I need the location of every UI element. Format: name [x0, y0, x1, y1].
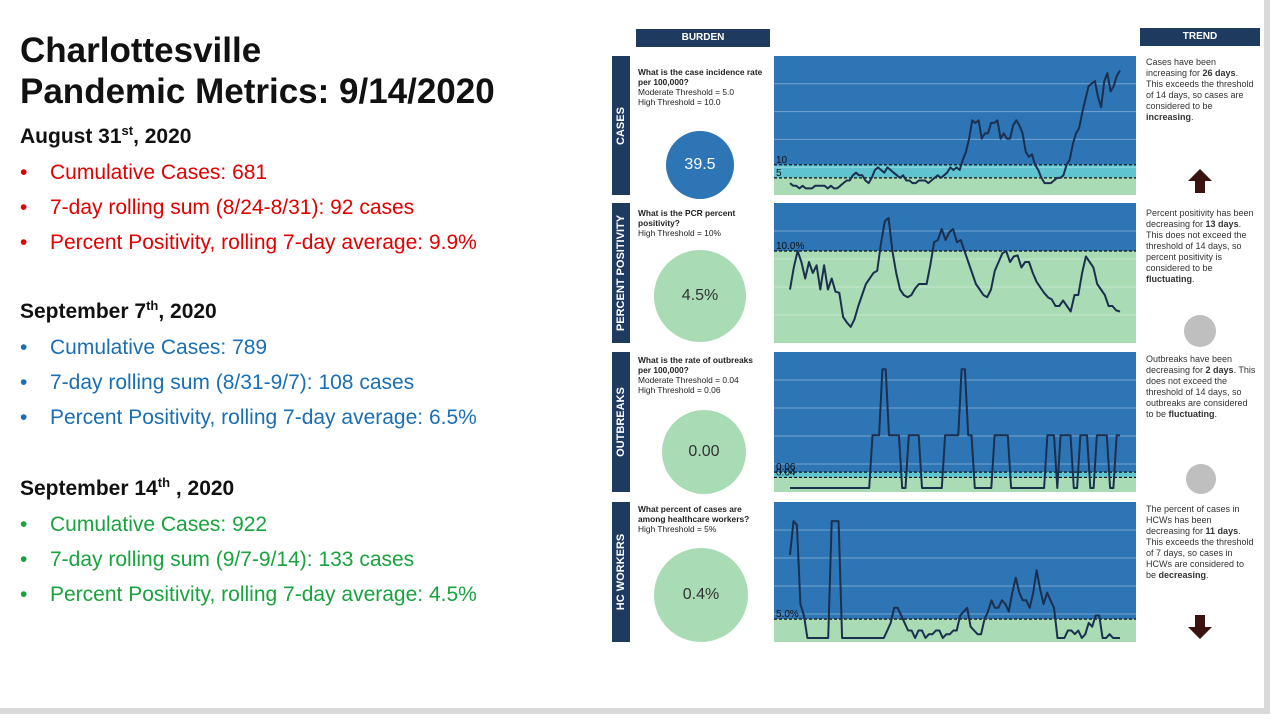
trend-text-hc-workers: The percent of cases in HCWs has been de… — [1146, 504, 1254, 580]
series-line — [789, 520, 1120, 639]
threshold-label: 0.06 — [776, 462, 796, 473]
threshold-label: 5 — [776, 168, 782, 179]
section-sep7: September 7th, 2020 Cumulative Cases: 78… — [20, 298, 600, 435]
threshold-label: 10 — [776, 155, 788, 166]
list-item: Cumulative Cases: 789 — [20, 330, 600, 365]
question-outbreaks: What is the rate of outbreaks per 100,00… — [638, 355, 753, 395]
list-item: Percent Positivity, rolling 7-day averag… — [20, 577, 600, 612]
chart-zone-band — [774, 164, 1136, 178]
row-label-cases: CASES — [612, 56, 630, 195]
burden-header: BURDEN — [636, 29, 770, 47]
section-sep14: September 14th , 2020 Cumulative Cases: … — [20, 475, 600, 612]
chart-zone-band — [774, 472, 1136, 478]
value-circle-outbreaks: 0.00 — [662, 410, 746, 494]
series-line — [790, 368, 1120, 489]
list-item: Percent Positivity, rolling 7-day averag… — [20, 400, 600, 435]
trend-header: TREND — [1140, 28, 1260, 46]
value-circle-hc-workers: 0.4% — [654, 548, 748, 642]
section-date: August 31st, 2020 — [20, 123, 192, 148]
row-label-percent-positivity: PERCENT POSITIVITY — [612, 203, 630, 343]
title-line-2: Pandemic Metrics: 9/14/2020 — [20, 72, 495, 111]
chart-zone-band — [774, 56, 1136, 165]
hc-workers-chart: 5.0% — [774, 502, 1136, 642]
section-date: September 7th, 2020 — [20, 298, 217, 323]
list-item: Cumulative Cases: 681 — [20, 155, 600, 190]
chart-zone-band — [774, 203, 1136, 251]
section-date: September 14th , 2020 — [20, 475, 235, 500]
down-arrow-icon — [1188, 615, 1212, 639]
threshold-label: 5.0% — [776, 609, 799, 620]
section-aug31: August 31st, 2020 Cumulative Cases: 681 … — [20, 123, 600, 260]
circle-icon — [1184, 315, 1216, 347]
series-line — [789, 217, 1121, 328]
trend-text-cases: Cases have been increasing for 26 days. … — [1146, 57, 1254, 122]
title-line-1: Charlottesville — [20, 31, 262, 70]
up-arrow-icon — [1188, 169, 1212, 193]
chart-zone-band — [774, 177, 1136, 195]
percent-positivity-chart: 10.0% — [774, 203, 1136, 343]
circle-icon — [1186, 464, 1216, 494]
threshold-label: 0.04 — [776, 467, 796, 478]
chart-zone-band — [774, 477, 1136, 492]
question-cases: What is the case incidence rate per 100,… — [638, 67, 763, 107]
list-item: Percent Positivity, rolling 7-day averag… — [20, 225, 600, 260]
question-hc-workers: What percent of cases are among healthca… — [638, 504, 750, 534]
row-label-outbreaks: OUTBREAKS — [612, 352, 630, 492]
series-line — [789, 69, 1121, 190]
list-item: 7-day rolling sum (8/31-9/7): 108 cases — [20, 365, 600, 400]
cases-chart: 105 — [774, 56, 1136, 195]
trend-text-percent-positivity: Percent positivity has been decreasing f… — [1146, 208, 1254, 284]
value-circle-percent-positivity: 4.5% — [654, 250, 746, 342]
value-circle-cases: 39.5 — [666, 131, 734, 199]
list-item: 7-day rolling sum (8/24-8/31): 92 cases — [20, 190, 600, 225]
row-label-hc-workers: HC WORKERS — [612, 502, 630, 642]
list-item: 7-day rolling sum (9/7-9/14): 133 cases — [20, 542, 600, 577]
list-item: Cumulative Cases: 922 — [20, 507, 600, 542]
outbreaks-chart: 0.060.04 — [774, 352, 1136, 492]
chart-zone-band — [774, 352, 1136, 473]
page-title: Charlottesville Pandemic Metrics: 9/14/2… — [20, 30, 495, 112]
threshold-label: 10.0% — [776, 241, 804, 252]
question-percent-positivity: What is the PCR percent positivity? High… — [638, 208, 736, 238]
trend-text-outbreaks: Outbreaks have been decreasing for 2 day… — [1146, 354, 1256, 419]
chart-zone-band — [774, 251, 1136, 343]
